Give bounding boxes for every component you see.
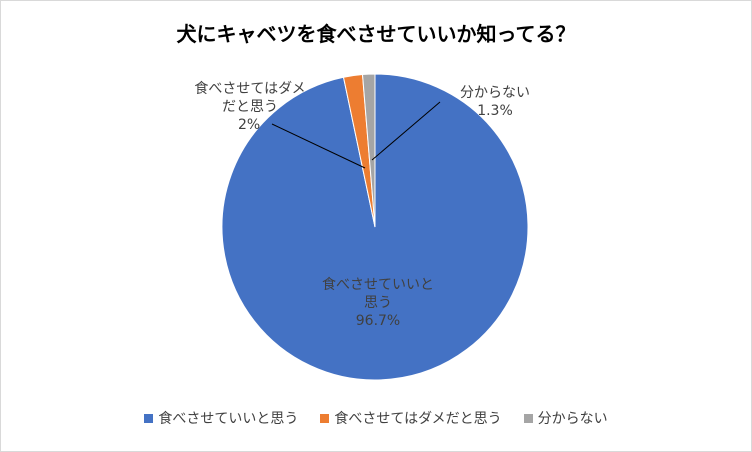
legend-swatch	[144, 413, 154, 423]
legend-item: 食べさせてはダメだと思う	[320, 408, 502, 428]
legend: 食べさせていいと思う 食べさせてはダメだと思う 分からない	[0, 408, 752, 428]
data-label-value: 1.3%	[477, 103, 513, 119]
legend-label: 食べさせていいと思う	[158, 411, 299, 427]
data-label-slice-2: 分からない 1.3%	[440, 84, 550, 120]
data-label-slice-1: 食べさせてはダメ だと思う 2%	[170, 80, 330, 134]
legend-item: 食べさせていいと思う	[144, 408, 298, 428]
legend-swatch	[320, 413, 330, 423]
data-label-value: 2%	[238, 117, 261, 133]
data-label-value: 96.7%	[355, 313, 401, 329]
data-label-text: 分からない	[460, 85, 530, 101]
legend-label: 分からない	[537, 411, 608, 427]
legend-label: 食べさせてはダメだと思う	[334, 411, 502, 427]
pie-slice-2	[361, 73, 376, 228]
legend-item: 分からない	[523, 408, 608, 428]
leader-line-slice-2	[371, 101, 441, 161]
data-label-slice-0: 食べさせていいと 思う 96.7%	[318, 276, 438, 330]
data-label-text: 食べさせてはダメ	[194, 81, 306, 97]
data-label-text: 食べさせていいと	[322, 277, 434, 293]
data-label-text: 思う	[364, 295, 392, 311]
leader-line-slice-1	[271, 123, 366, 169]
chart-title: 犬にキャベツを食べさせていいか知ってる？	[176, 22, 576, 46]
legend-swatch	[523, 413, 533, 423]
data-label-text: だと思う	[222, 99, 278, 115]
